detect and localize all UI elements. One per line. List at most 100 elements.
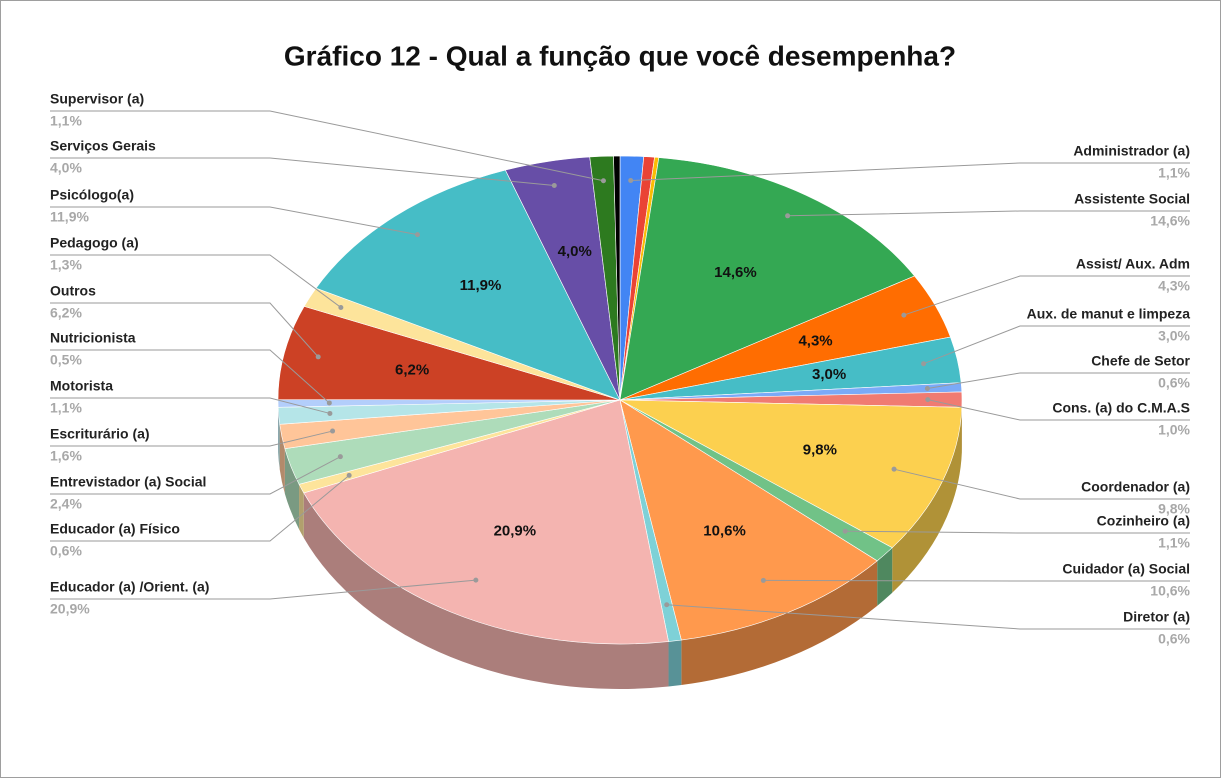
value-label: 4,3% — [1158, 278, 1190, 294]
category-label: Pedagogo (a) — [50, 235, 139, 251]
leader-line — [50, 206, 418, 236]
value-label: 0,5% — [50, 352, 82, 368]
leader-line — [630, 162, 1190, 182]
value-label: 1,1% — [50, 113, 82, 129]
leader-dot — [326, 400, 332, 406]
slice-label: 6,2% — [395, 361, 429, 378]
labels: Administrador (a) 1,1% 14,6% Assistente Soc… — [50, 91, 1191, 647]
category-label: Educador (a) Físico — [50, 521, 180, 537]
leader-dot — [315, 354, 321, 360]
leader-dot — [337, 454, 343, 460]
category-label: Psicólogo(a) — [50, 187, 134, 203]
leader-line — [787, 210, 1190, 217]
slice — [277, 306, 621, 401]
value-label: 6,2% — [50, 305, 82, 321]
leader-dot — [600, 178, 606, 184]
value-label: 9,8% — [1158, 501, 1190, 517]
value-label: 1,6% — [50, 448, 82, 464]
leader-dot — [346, 472, 352, 478]
category-label: Assistente Social — [1074, 191, 1190, 207]
leader-line — [50, 110, 604, 182]
tops — [277, 155, 963, 645]
category-label: Cons. (a) do C.M.A.S — [1052, 400, 1190, 416]
leader-dot — [842, 528, 848, 534]
value-label: 10,6% — [1150, 583, 1190, 599]
leader-line — [50, 456, 341, 495]
leader-dot — [901, 312, 907, 318]
value-label: 1,1% — [1158, 535, 1190, 551]
leader-line — [50, 254, 342, 308]
category-label: Cuidador (a) Social — [1062, 561, 1190, 577]
sides — [278, 400, 962, 689]
leader-line — [666, 604, 1190, 630]
value-label: 1,1% — [50, 400, 82, 416]
leader-line — [50, 579, 476, 600]
category-label: Chefe de Setor — [1091, 353, 1190, 369]
value-label: 11,9% — [50, 209, 89, 225]
slice-side — [668, 640, 682, 687]
category-label: Nutricionista — [50, 330, 136, 346]
category-label: Aux. de manut e limpeza — [1027, 306, 1191, 322]
slice-side — [892, 407, 962, 593]
leader-dot — [891, 466, 897, 472]
category-label: Motorista — [50, 378, 113, 394]
slice — [315, 169, 621, 401]
leader-line — [893, 468, 1190, 500]
value-label: 0,6% — [50, 543, 82, 559]
value-label: 3,0% — [1158, 328, 1190, 344]
value-label: 20,9% — [50, 601, 90, 617]
value-label: 4,0% — [50, 160, 82, 176]
slice — [613, 155, 621, 401]
leader-line — [763, 579, 1190, 582]
leader-line — [50, 349, 330, 404]
slice-side — [303, 492, 669, 689]
slice-side — [279, 424, 285, 494]
slice-label: 14,6% — [714, 264, 757, 281]
leader-dot — [551, 182, 557, 188]
category-label: Coordenador (a) — [1081, 479, 1190, 495]
category-label: Outros — [50, 283, 96, 299]
leader-dot — [473, 577, 479, 583]
slice — [619, 399, 963, 549]
category-label: Assist/ Aux. Adm — [1076, 256, 1190, 272]
slice-label: 20,9% — [494, 522, 537, 539]
category-label: Cozinheiro (a) — [1097, 513, 1190, 529]
slice — [619, 157, 916, 401]
category-label: Serviços Gerais — [50, 138, 156, 154]
slice-label: 4,3% — [798, 332, 832, 349]
leader-dot — [330, 428, 336, 434]
category-label: Entrevistador (a) Social — [50, 474, 206, 490]
value-label: 1,1% — [1158, 165, 1190, 181]
slice-side — [299, 484, 304, 538]
leader-line — [903, 275, 1190, 316]
leader-dot — [760, 577, 766, 583]
value-label: 14,6% — [1150, 213, 1190, 229]
leader-dot — [628, 178, 634, 184]
category-label: Administrador (a) — [1073, 143, 1190, 159]
leader-line — [923, 325, 1190, 365]
leader-line — [50, 397, 331, 414]
slice-side — [877, 547, 893, 606]
slice — [303, 399, 669, 645]
category-label: Escriturário (a) — [50, 426, 150, 442]
leader-line — [50, 157, 555, 186]
slice-side — [284, 448, 300, 530]
slice-label: 3,0% — [812, 366, 846, 383]
leader-dot — [414, 232, 420, 238]
slice-side — [681, 560, 878, 686]
leader-line — [927, 372, 1190, 390]
category-label: Educador (a) /Orient. (a) — [50, 579, 209, 595]
value-label: 1,3% — [50, 257, 82, 273]
slice-label: 11,9% — [460, 277, 502, 294]
leader-line — [927, 399, 1190, 421]
leader-line — [50, 430, 333, 447]
leader-dot — [924, 386, 930, 392]
value-label: 0,6% — [1158, 375, 1190, 391]
value-label: 2,4% — [50, 496, 82, 512]
leader-line — [845, 530, 1190, 534]
leader-dot — [925, 397, 931, 403]
value-label: 1,0% — [1158, 422, 1190, 438]
leader-line — [50, 474, 350, 542]
slice — [619, 399, 878, 641]
